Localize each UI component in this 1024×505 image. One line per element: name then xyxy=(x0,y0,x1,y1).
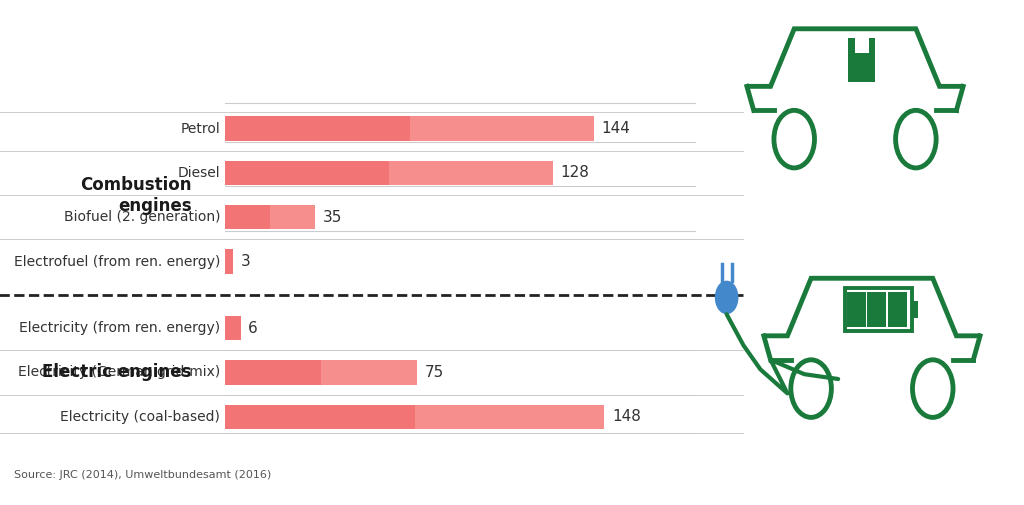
FancyBboxPatch shape xyxy=(225,205,315,229)
FancyBboxPatch shape xyxy=(867,292,886,327)
Text: Electric engines: Electric engines xyxy=(42,364,191,381)
Text: 75: 75 xyxy=(425,365,444,380)
FancyBboxPatch shape xyxy=(847,292,865,327)
FancyBboxPatch shape xyxy=(225,405,604,429)
FancyBboxPatch shape xyxy=(410,116,594,141)
Text: Biofuel (2. generation): Biofuel (2. generation) xyxy=(63,210,220,224)
Text: 3: 3 xyxy=(241,254,251,269)
Text: 148: 148 xyxy=(612,410,641,424)
Text: 144: 144 xyxy=(602,121,631,136)
FancyBboxPatch shape xyxy=(855,38,868,53)
Text: Combustion
engines: Combustion engines xyxy=(80,176,191,215)
Text: Diesel: Diesel xyxy=(177,166,220,180)
FancyBboxPatch shape xyxy=(225,360,418,385)
FancyBboxPatch shape xyxy=(415,405,604,429)
Text: 6: 6 xyxy=(248,321,258,336)
FancyBboxPatch shape xyxy=(225,249,233,274)
FancyBboxPatch shape xyxy=(270,205,315,229)
Text: 2: 2 xyxy=(67,33,78,50)
Text: Electricity (coal-based): Electricity (coal-based) xyxy=(60,410,220,424)
Text: Petrol: Petrol xyxy=(180,122,220,135)
Text: Source: JRC (2014), Umweltbundesamt (2016): Source: JRC (2014), Umweltbundesamt (201… xyxy=(14,470,271,480)
FancyBboxPatch shape xyxy=(888,292,906,327)
Text: by fuel in g/km: by fuel in g/km xyxy=(14,71,129,86)
Text: emissions incl. upstream: emissions incl. upstream xyxy=(77,25,431,54)
FancyBboxPatch shape xyxy=(225,161,553,185)
FancyBboxPatch shape xyxy=(225,116,594,141)
Text: 128: 128 xyxy=(561,166,590,180)
Circle shape xyxy=(715,281,738,314)
FancyBboxPatch shape xyxy=(389,161,553,185)
FancyBboxPatch shape xyxy=(848,38,876,81)
Text: Electrofuel (from ren. energy): Electrofuel (from ren. energy) xyxy=(13,255,220,269)
Text: Electricity (from ren. energy): Electricity (from ren. energy) xyxy=(19,321,220,335)
Text: Electricity (German grid-mix): Electricity (German grid-mix) xyxy=(17,366,220,379)
FancyBboxPatch shape xyxy=(912,301,918,318)
Text: CO: CO xyxy=(14,25,55,54)
FancyBboxPatch shape xyxy=(322,360,418,385)
Text: 35: 35 xyxy=(323,210,342,225)
FancyBboxPatch shape xyxy=(225,316,241,340)
